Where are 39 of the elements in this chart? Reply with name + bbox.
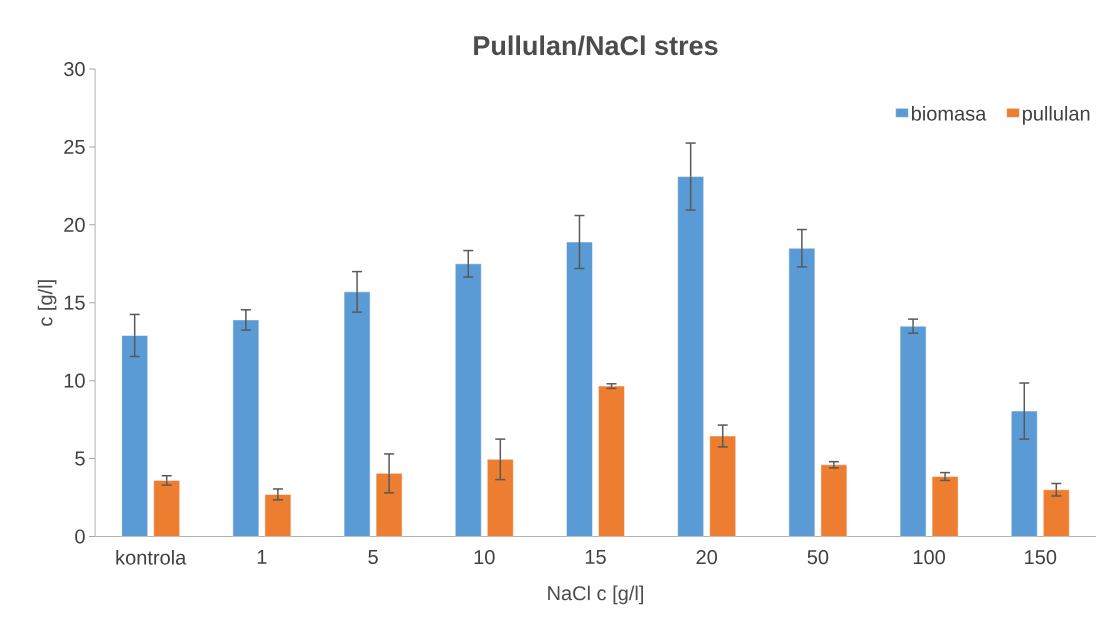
bar — [788, 248, 816, 537]
bar — [375, 473, 403, 537]
bar — [487, 459, 514, 537]
y-tick-label: 10 — [64, 373, 85, 388]
legend-label: biomasa — [911, 106, 987, 121]
bar — [1043, 489, 1070, 537]
bar — [264, 494, 292, 537]
y-tick-label: 0 — [75, 529, 85, 544]
bar — [455, 263, 482, 537]
x-tick-label: 20 — [696, 550, 718, 565]
y-tick-label: 20 — [64, 218, 85, 233]
bar — [598, 386, 625, 537]
x-tick-label: 150 — [1025, 550, 1057, 565]
bar — [153, 480, 180, 537]
x-tick-label: 5 — [368, 550, 378, 565]
y-tick-label: 30 — [64, 62, 85, 77]
x-tick-label: 10 — [474, 550, 495, 565]
bar — [232, 319, 260, 537]
y-tick-label: 15 — [64, 296, 85, 310]
x-axis-title: NaCl c [g/l] — [548, 585, 643, 605]
bar — [820, 464, 848, 537]
y-axis-title: c [g/l] — [37, 280, 57, 327]
x-tick-label: kontrola — [116, 550, 187, 565]
bar — [931, 476, 959, 537]
x-tick-label: 1 — [257, 550, 267, 565]
bar — [121, 335, 148, 537]
x-tick-label: 50 — [807, 550, 829, 565]
chart-title: Pullulan/NaCl stres — [474, 35, 718, 56]
bar — [343, 291, 371, 537]
bar — [566, 241, 593, 537]
bar — [709, 435, 736, 537]
bar — [1011, 411, 1038, 537]
y-tick-label: 5 — [75, 451, 85, 466]
bar — [677, 176, 704, 537]
bar — [899, 326, 927, 537]
y-tick-label: 25 — [64, 140, 85, 155]
x-tick-label: 100 — [913, 550, 945, 565]
legend-label: pullulan — [1022, 106, 1090, 125]
x-tick-label: 15 — [585, 550, 606, 565]
